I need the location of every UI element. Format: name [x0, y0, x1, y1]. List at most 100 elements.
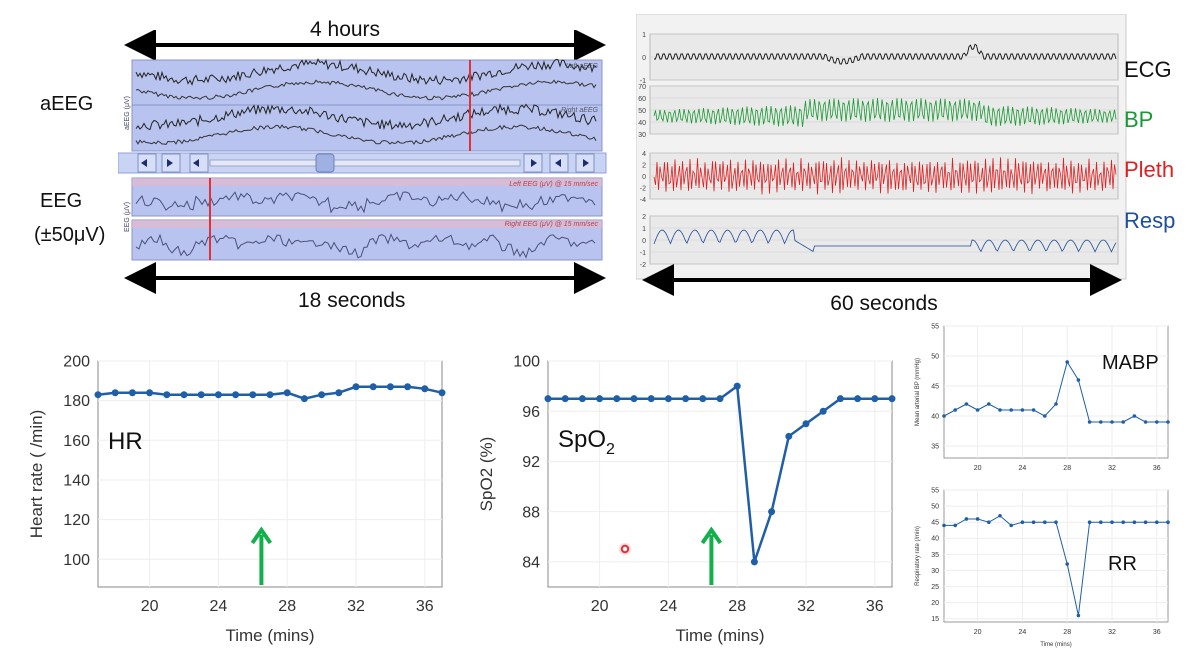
y-tick-label: 35	[931, 443, 939, 450]
event-arrow-head	[250, 526, 273, 545]
vital-tick-label: 2	[642, 214, 646, 221]
vital-tick-label: -2	[640, 186, 646, 193]
data-point	[249, 391, 257, 399]
y-tick-label: 88	[522, 504, 540, 521]
eeg-strip-header-2	[132, 220, 602, 228]
x-tick-label: 36	[866, 598, 884, 615]
data-point	[819, 407, 827, 415]
x-tick-label: 24	[1019, 465, 1027, 472]
vital-tick-label: 1	[642, 32, 646, 39]
data-point	[214, 391, 222, 399]
data-point	[964, 517, 969, 521]
vital-trace-4	[653, 229, 1117, 253]
data-point	[146, 389, 154, 397]
vital-tick-label: -1	[640, 78, 646, 85]
aeeg-label: aEEG	[40, 93, 94, 115]
scroll-arrow-icon-5	[555, 159, 561, 167]
data-point	[716, 395, 724, 403]
vital-trace-1	[654, 43, 1117, 65]
scroll-arrow-icon-2	[167, 159, 173, 167]
y-tick-label: 20	[931, 600, 939, 607]
vital-tick-label: 0	[642, 174, 646, 181]
x-tick-label: 32	[797, 598, 815, 615]
vital-tick-label: 40	[638, 120, 646, 127]
y-axis-title: Heart rate ( /min)	[27, 410, 46, 538]
data-point	[94, 391, 102, 399]
left-eeg-text: Left EEG (μV) @ 15 mm/sec	[509, 181, 598, 188]
data-point	[283, 389, 291, 397]
vital-tick-label: 50	[638, 108, 646, 115]
data-point	[1166, 420, 1170, 424]
spo2-label-subscript: 2	[606, 441, 615, 458]
data-point	[1009, 523, 1013, 528]
data-point	[128, 389, 136, 397]
data-point	[1031, 408, 1036, 412]
eeg-axis-label: EEG (μV)	[124, 202, 131, 232]
data-point	[386, 383, 394, 391]
data-point	[1065, 360, 1069, 364]
data-point	[232, 391, 240, 399]
x-tick-label: 32	[347, 598, 365, 615]
y-axis-title: Respiratory rate (/min)	[915, 526, 921, 586]
scroll-arrow-icon-3	[193, 159, 199, 167]
data-point	[578, 395, 586, 403]
y-tick-label: 50	[931, 353, 939, 360]
data-point	[987, 520, 991, 524]
data-point	[664, 395, 672, 403]
data-point	[682, 395, 690, 403]
y-tick-label: 96	[522, 404, 540, 421]
y-tick-label: 84	[522, 554, 540, 571]
data-point	[836, 395, 844, 403]
x-tick-label: 32	[1108, 629, 1116, 636]
spo2-chart: 20 24 28 32 36 84 88 92 96 100 Time (mins) SpO2 (%)…	[477, 354, 896, 645]
rr-chart: 20 24 28 32 36 15 20 25 30 35 40 45 50 55 Time (mins) R…	[915, 487, 1170, 648]
label-pleth: Pleth	[1124, 157, 1175, 182]
data-point	[854, 395, 862, 403]
data-point	[1132, 414, 1137, 418]
data-point	[1110, 420, 1114, 424]
vital-tick-label: -2	[640, 262, 646, 269]
scrollbar-rail	[209, 159, 521, 167]
x-tick-label: 28	[278, 598, 296, 615]
eeg-label: EEG	[40, 190, 83, 212]
data-point	[768, 508, 776, 516]
data-point	[404, 383, 412, 391]
vital-tick-label: 4	[642, 151, 646, 158]
hr-label: HR	[108, 428, 143, 455]
data-point	[647, 395, 655, 403]
eeg-trace-1	[135, 191, 596, 214]
eeg-strip-header-1	[132, 178, 602, 186]
data-point	[1143, 520, 1148, 524]
aeeg-trace-upper-2	[135, 103, 597, 131]
mabp-label: MABP	[1102, 352, 1159, 374]
scroll-arrow-icon-6	[583, 159, 589, 167]
data-point	[1020, 520, 1025, 524]
vitals-duration-label: 60 seconds	[830, 292, 937, 314]
vital-tick-label: 70	[638, 84, 646, 91]
y-tick-label: 15	[931, 616, 939, 623]
vital-tick-label: 60	[638, 96, 646, 103]
data-point	[318, 391, 326, 399]
data-point	[953, 523, 957, 528]
y-axis-title: SpO2 (%)	[477, 437, 496, 512]
data-point	[871, 395, 879, 403]
rr-label: RR	[1108, 553, 1137, 575]
y-tick-label: 180	[63, 393, 90, 410]
y-tick-label: 100	[63, 552, 90, 569]
x-tick-label: 36	[1153, 465, 1161, 472]
data-point	[266, 391, 274, 399]
x-tick-label: 28	[728, 598, 746, 615]
data-point	[1054, 402, 1058, 406]
y-axis-title: Mean arterial BP (mmHg)	[915, 358, 921, 426]
left-aeeg-text: Left aEEG	[566, 63, 599, 70]
vital-tick-label: -1	[640, 250, 646, 257]
scroll-arrow-icon-4	[531, 159, 537, 167]
vital-tick-label: -4	[640, 197, 646, 204]
x-tick-label: 20	[974, 629, 982, 636]
vital-tick-label: 30	[638, 132, 646, 139]
y-tick-label: 140	[63, 473, 90, 490]
vital-trace-2	[653, 97, 1117, 127]
data-point	[1143, 420, 1148, 424]
eeg-monitor-screen	[118, 58, 607, 261]
